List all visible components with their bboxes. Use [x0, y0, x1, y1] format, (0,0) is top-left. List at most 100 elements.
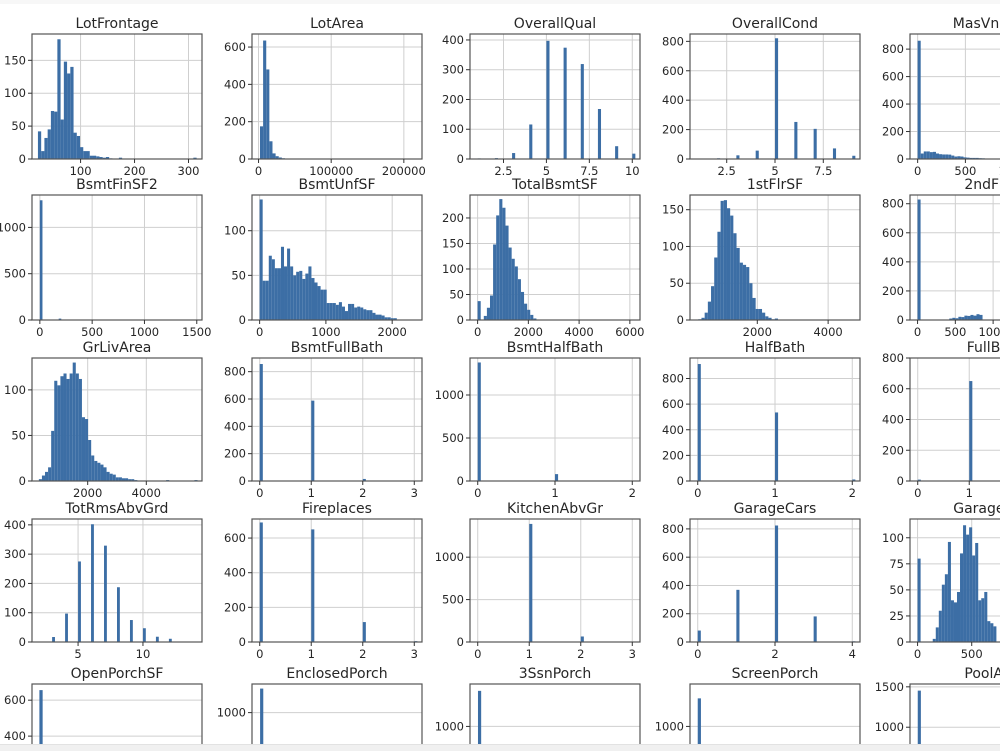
x-tick-label: 4000: [813, 325, 842, 339]
histogram-bar: [951, 600, 954, 642]
histogram-bar: [737, 248, 740, 320]
histogram-bar: [311, 278, 314, 320]
histogram-bar: [496, 215, 499, 320]
histogram-bar: [957, 592, 960, 642]
y-tick-label: 0: [677, 313, 684, 327]
histogram-bar: [615, 146, 618, 159]
histogram-bar: [967, 316, 970, 320]
histogram-bar: [921, 154, 924, 159]
x-tick-label: 2: [359, 486, 366, 500]
x-tick-label: 1: [308, 647, 315, 661]
y-tick-label: 150: [662, 203, 684, 217]
histogram-bar: [936, 154, 939, 159]
histogram-bar: [987, 621, 990, 642]
histogram-bar: [117, 587, 120, 642]
histogram-bar: [939, 154, 942, 159]
histogram-bar: [281, 247, 284, 320]
subplot-title: BsmtHalfBath: [507, 340, 604, 356]
y-tick-label: 50: [11, 428, 26, 442]
subplot-title: TotalBsmtSF: [511, 177, 598, 193]
histogram-bar: [366, 310, 369, 320]
histogram-bar: [64, 62, 67, 159]
y-tick-label: 600: [224, 531, 246, 545]
histogram-bar: [321, 290, 324, 320]
x-tick-label: 2: [359, 647, 366, 661]
subplot-title: OpenPorchSF: [71, 666, 164, 682]
y-tick-label: 100: [442, 122, 464, 136]
y-tick-label: 400: [662, 578, 684, 592]
histogram-bar: [733, 233, 736, 320]
y-tick-label: 50: [889, 583, 904, 597]
x-tick-label: 0: [474, 486, 481, 500]
y-tick-label: 400: [442, 33, 464, 47]
histogram-bar: [48, 129, 51, 159]
histogram-bar: [581, 636, 584, 642]
histogram-bar: [975, 543, 978, 642]
y-tick-label: 1000: [435, 719, 464, 733]
x-tick-label: 0: [914, 486, 921, 500]
histogram-bar: [269, 256, 272, 320]
histogram-bar: [311, 529, 314, 642]
y-tick-label: 75: [889, 557, 904, 571]
y-tick-label: 0: [677, 152, 684, 166]
y-tick-label: 500: [442, 431, 464, 445]
histogram-bar: [933, 152, 936, 159]
subplot-title: 1stFlrSF: [747, 177, 803, 193]
histogram-bar: [76, 373, 79, 481]
y-tick-label: 1000: [435, 388, 464, 402]
histogram-bar: [348, 304, 351, 320]
histogram-bar: [546, 41, 549, 159]
subplot-title: 3SsnPorch: [519, 666, 592, 682]
histogram-bar: [266, 69, 269, 159]
x-tick-label: 0: [36, 325, 43, 339]
histogram-bar: [363, 309, 366, 320]
x-tick-label: 1: [526, 647, 533, 661]
y-tick-label: 0: [19, 152, 26, 166]
histogram-bar: [984, 592, 987, 642]
histogram-bar: [54, 112, 57, 159]
y-tick-label: 0: [457, 313, 464, 327]
histogram-bar: [980, 315, 983, 320]
histogram-bar: [964, 316, 967, 320]
histogram-bar: [966, 535, 969, 642]
x-tick-label: 500: [961, 647, 983, 661]
histogram-bar: [948, 542, 951, 642]
histogram-bar: [88, 440, 91, 481]
histogram-bar: [44, 138, 47, 159]
histogram-bar: [284, 266, 287, 320]
x-tick-label: 4: [849, 647, 856, 661]
histogram-bar: [311, 401, 314, 481]
histogram-bar: [724, 200, 727, 320]
y-tick-label: 800: [882, 197, 904, 211]
subplot-title: KitchenAbvGr: [507, 501, 603, 517]
histogram-bar: [775, 412, 778, 481]
histogram-bar: [57, 385, 60, 481]
subplot-title: GarageArea: [953, 501, 1000, 517]
histogram-bar: [266, 281, 269, 320]
histogram-bar: [70, 67, 73, 159]
histogram-bar: [65, 614, 68, 642]
histogram-bar: [973, 316, 976, 320]
histogram-bar: [945, 154, 948, 159]
histogram-bar: [333, 303, 336, 320]
histogram-bar: [487, 308, 490, 320]
histogram-bar: [330, 303, 333, 320]
y-tick-label: 0: [239, 635, 246, 649]
histogram-bar: [60, 376, 63, 481]
x-tick-label: 4000: [132, 486, 161, 500]
y-tick-label: 25: [889, 609, 904, 623]
y-tick-label: 50: [449, 287, 464, 301]
y-tick-label: 1500: [875, 680, 904, 694]
histogram-panel-poolarea: PoolArea10001500: [875, 666, 1000, 750]
histogram-bar: [269, 141, 272, 159]
histogram-bar: [942, 154, 945, 159]
y-tick-label: 0: [19, 474, 26, 488]
y-tick-label: 800: [662, 522, 684, 536]
x-tick-label: 500: [81, 325, 103, 339]
histogram-bar: [524, 304, 527, 320]
histogram-bar: [942, 585, 945, 642]
